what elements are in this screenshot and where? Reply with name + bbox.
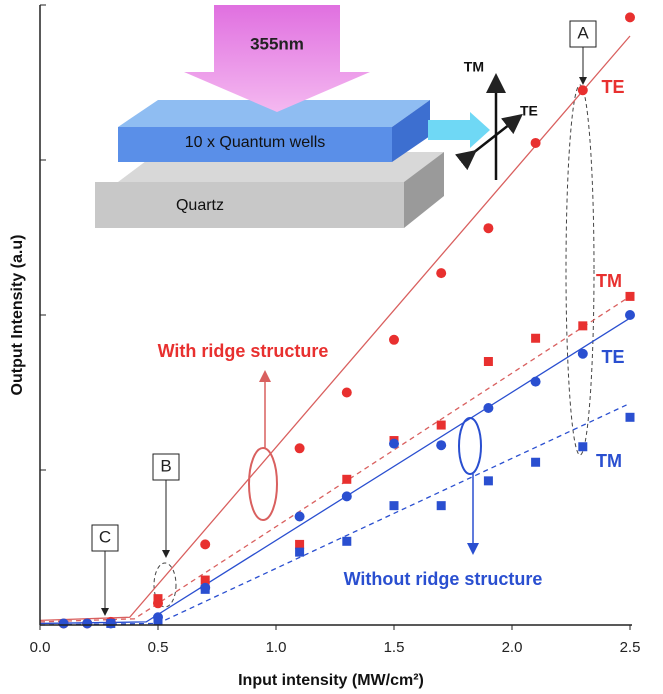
point bbox=[389, 439, 399, 449]
point bbox=[531, 138, 541, 148]
point bbox=[82, 618, 92, 628]
point bbox=[578, 321, 587, 330]
fit-line bbox=[40, 403, 630, 625]
point bbox=[625, 12, 635, 22]
point bbox=[484, 357, 493, 366]
point bbox=[154, 616, 163, 625]
point bbox=[295, 540, 304, 549]
point bbox=[436, 268, 446, 278]
ellipse-a bbox=[566, 85, 594, 455]
inset: 355nm 10 x Quantum wells Quartz TM TE bbox=[95, 5, 538, 228]
annotation: With ridge structure bbox=[158, 341, 329, 361]
point bbox=[295, 548, 304, 557]
substrate-label: Quartz bbox=[176, 197, 224, 214]
point bbox=[342, 537, 351, 546]
point bbox=[531, 377, 541, 387]
point bbox=[625, 310, 635, 320]
point bbox=[390, 501, 399, 510]
point bbox=[483, 403, 493, 413]
point bbox=[200, 539, 210, 549]
point bbox=[437, 501, 446, 510]
point bbox=[154, 594, 163, 603]
point bbox=[626, 413, 635, 422]
x-tick-label: 0.0 bbox=[30, 639, 51, 656]
point bbox=[484, 476, 493, 485]
layer-label: 10 x Quantum wells bbox=[185, 134, 326, 151]
point bbox=[531, 458, 540, 467]
chart: 355nm 10 x Quantum wells Quartz TM TE In… bbox=[0, 0, 663, 694]
point bbox=[295, 443, 305, 453]
ellipse-red bbox=[249, 448, 277, 520]
annotation: B bbox=[160, 456, 171, 475]
y-axis-label: Output Intensity (a.u) bbox=[9, 235, 26, 396]
point bbox=[342, 475, 351, 484]
x-axis-label: Input intensity (MW/cm²) bbox=[238, 672, 424, 689]
laser-label: 355nm bbox=[250, 34, 304, 53]
x-tick-label: 1.0 bbox=[266, 639, 287, 656]
point bbox=[578, 85, 588, 95]
series-label: TM bbox=[596, 451, 622, 471]
series-label: TE bbox=[601, 77, 624, 97]
annotation: A bbox=[577, 23, 589, 42]
point bbox=[578, 349, 588, 359]
point bbox=[436, 440, 446, 450]
emission-arrow bbox=[428, 112, 490, 148]
annotation: C bbox=[99, 527, 111, 546]
point bbox=[295, 512, 305, 522]
point bbox=[59, 618, 69, 628]
pump-arrow bbox=[184, 5, 370, 112]
annotation: Without ridge structure bbox=[344, 569, 543, 589]
tm-label: TM bbox=[464, 59, 484, 75]
x-tick-label: 1.5 bbox=[384, 639, 405, 656]
point bbox=[342, 491, 352, 501]
te-label: TE bbox=[520, 103, 538, 119]
quartz-front bbox=[95, 182, 404, 228]
point bbox=[201, 585, 210, 594]
point bbox=[531, 334, 540, 343]
point bbox=[106, 619, 115, 628]
x-tick-label: 0.5 bbox=[148, 639, 169, 656]
point bbox=[389, 335, 399, 345]
point bbox=[578, 442, 587, 451]
point bbox=[342, 388, 352, 398]
point bbox=[483, 223, 493, 233]
ellipse-blue bbox=[459, 418, 481, 474]
point bbox=[626, 292, 635, 301]
x-tick-label: 2.5 bbox=[620, 639, 641, 656]
series-label: TE bbox=[601, 347, 624, 367]
series-label: TM bbox=[596, 271, 622, 291]
point bbox=[437, 421, 446, 430]
x-tick-label: 2.0 bbox=[502, 639, 523, 656]
